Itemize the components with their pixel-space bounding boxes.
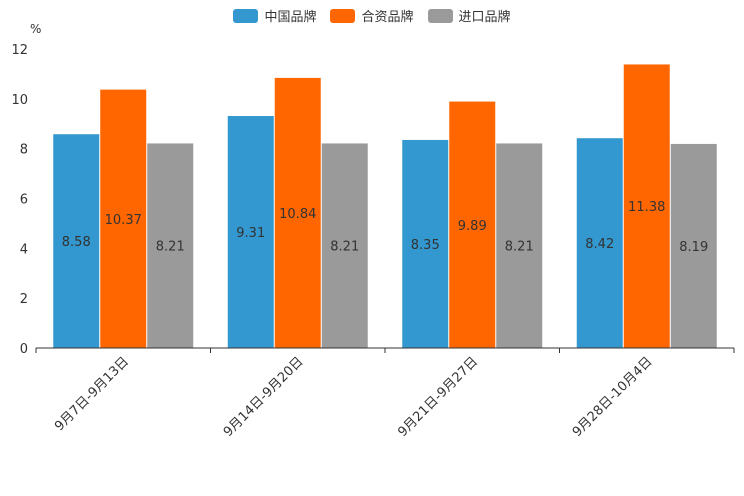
legend-swatch-china [233,8,259,23]
bar-value-label: 10.84 [279,207,316,222]
legend-item-china[interactable]: 中国品牌 [233,6,316,25]
bar-value-label: 8.21 [505,240,534,255]
bar-value-label: 11.38 [628,200,665,215]
bar-value-label: 8.21 [330,240,359,255]
y-axis-unit: % [30,22,42,36]
bar [53,134,100,348]
bar-value-label: 9.31 [236,226,265,241]
bar [100,89,147,348]
bar-value-label: 8.21 [156,240,185,255]
legend-label-china: 中国品牌 [264,10,317,25]
y-tick-label: 6 [20,193,28,208]
y-tick-label: 8 [20,143,28,158]
y-tick-label: 12 [11,43,28,58]
y-tick-label: 0 [20,342,28,357]
bar [147,143,194,348]
bar [449,101,496,349]
y-tick-label: 2 [20,292,28,307]
bar-value-label: 8.19 [679,240,708,255]
legend-swatch-import [427,8,453,23]
bar-value-label: 8.42 [585,237,614,252]
legend-swatch-jv [330,8,356,23]
bar [623,64,670,348]
bar [227,116,274,348]
bar-value-label: 8.35 [411,238,440,253]
bar-value-label: 10.37 [105,213,142,228]
bar [274,77,321,349]
bar [576,138,623,348]
legend-item-jv[interactable]: 合资品牌 [330,6,414,25]
bar [321,143,368,348]
bar-value-label: 8.58 [62,235,91,250]
bar-value-label: 9.89 [458,219,487,234]
y-tick-label: 4 [20,242,28,257]
x-tick-label: 9月28日-10月4日 [570,354,656,440]
x-tick-label: 9月7日-9月13日 [52,354,132,434]
y-tick-label: 10 [11,93,28,108]
legend-item-import[interactable]: 进口品牌 [427,6,511,25]
legend: 中国品牌 合资品牌 进口品牌 [0,6,744,25]
x-tick-label: 9月14日-9月20日 [221,354,307,440]
bar [670,143,717,348]
bar [402,139,449,348]
legend-label-import: 进口品牌 [458,10,511,25]
legend-label-jv: 合资品牌 [361,10,414,25]
bar [496,143,543,348]
x-tick-label: 9月21日-9月27日 [395,354,481,440]
